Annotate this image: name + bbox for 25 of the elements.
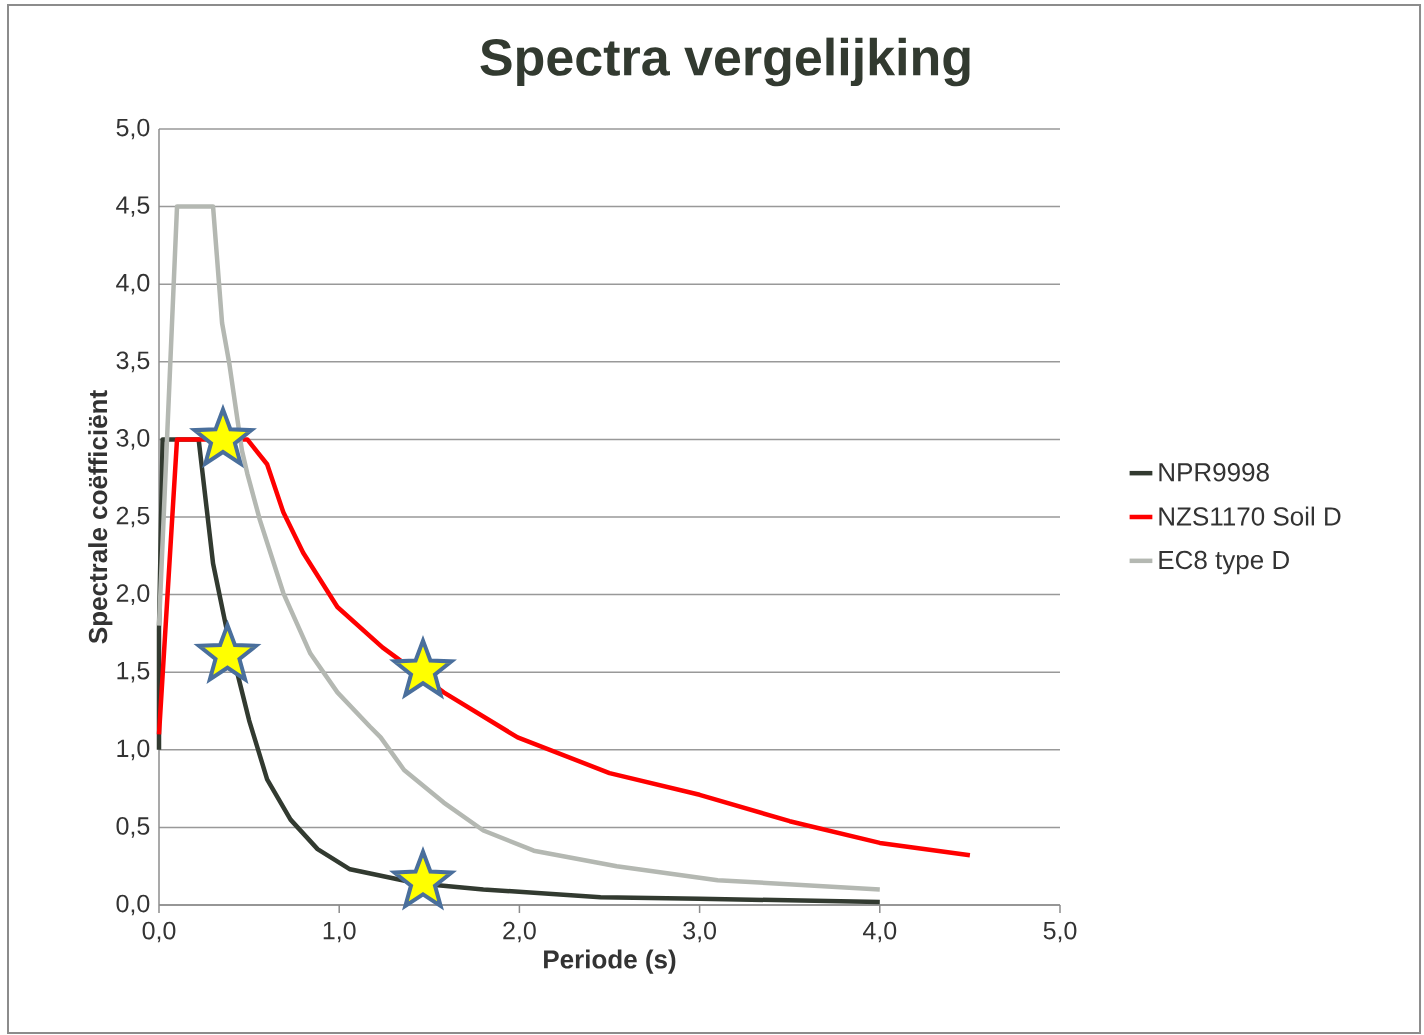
- y-tick-label: 3,5: [116, 351, 150, 373]
- line-series: [156, 437, 973, 858]
- x-tick-label: 0,0: [142, 921, 176, 943]
- legend-label: EC8 type D: [1159, 550, 1289, 575]
- y-tick-label: 4,5: [116, 196, 150, 217]
- y-tick-label: 1,0: [117, 739, 150, 761]
- x-tick-label: 3,0: [683, 921, 716, 943]
- y-tick-label: 5,0: [116, 118, 150, 140]
- legend-label: NZS1170 Soil D: [1159, 506, 1341, 526]
- y-tick-label: 1,5: [117, 661, 150, 683]
- y-tick-label: 3,0: [116, 429, 150, 450]
- line-series: [156, 204, 883, 892]
- x-tick-label: 4,0: [862, 921, 897, 943]
- x-tick-label: 1,0: [323, 921, 356, 943]
- y-tick-label: 4,0: [116, 273, 150, 295]
- y-axis-title: Spectrale coëfficiënt: [88, 390, 113, 644]
- y-tick-label: 0,0: [116, 894, 150, 916]
- y-tick-label: 2,5: [116, 506, 150, 528]
- x-tick-label: 5,0: [1043, 921, 1077, 943]
- x-axis-title: Periode (s): [544, 949, 676, 974]
- y-tick-label: 0,5: [116, 817, 150, 838]
- legend-label: NPR9998: [1159, 463, 1269, 482]
- y-tick-label: 2,0: [116, 584, 150, 605]
- x-tick-label: 2,0: [503, 921, 536, 943]
- chart-title: Spectra vergelijking: [480, 37, 970, 87]
